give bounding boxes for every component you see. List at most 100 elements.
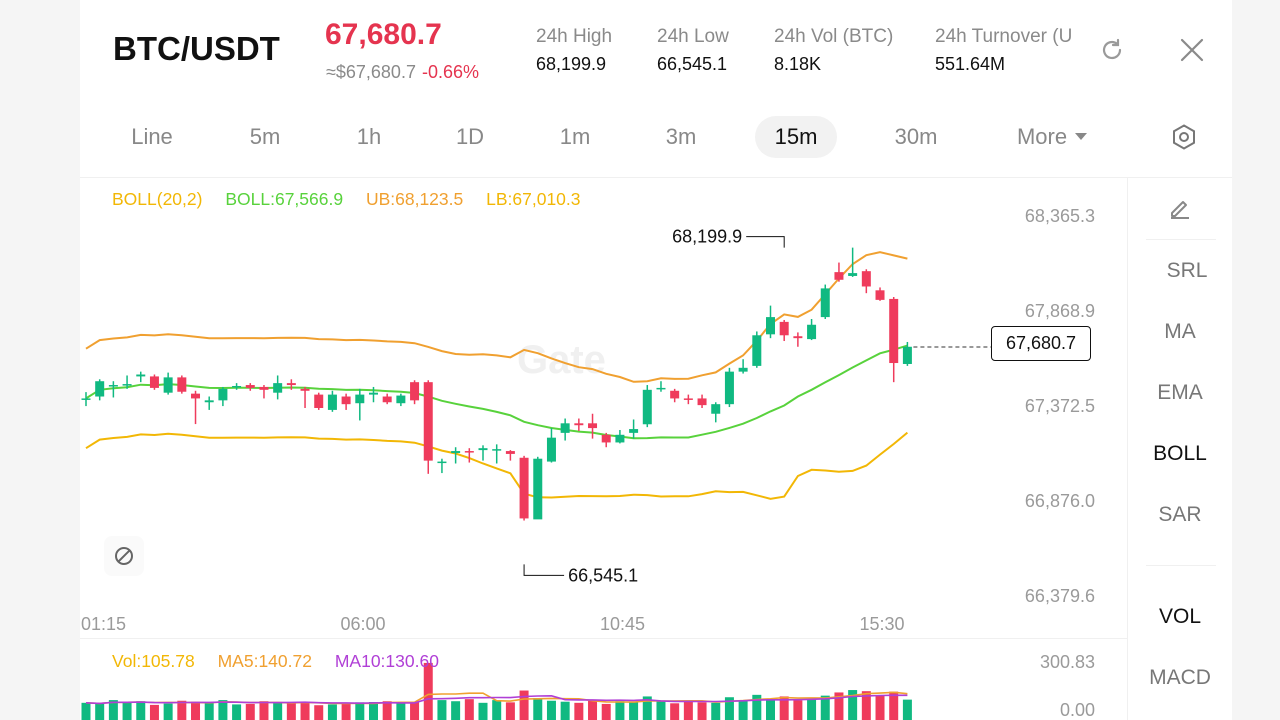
candle-body [245, 385, 255, 388]
candle-body [711, 404, 721, 414]
tab-line[interactable]: Line [131, 124, 173, 149]
volume-bar [711, 702, 721, 720]
pair-symbol[interactable]: BTC/USDT [113, 30, 280, 67]
stat-24h-low: 24h Low 66,545.1 [657, 26, 729, 75]
candle-body [273, 383, 283, 393]
volume-bar [314, 705, 324, 720]
tab-1m[interactable]: 1m [559, 124, 591, 149]
candle [848, 247, 858, 277]
candle-body [779, 321, 789, 336]
divider [1146, 239, 1216, 240]
fiat-price: ≈$67,680.7 -0.66% [326, 62, 479, 83]
candle-body [423, 382, 433, 461]
indicator-ema[interactable]: EMA [1157, 381, 1203, 404]
volume-bar [478, 702, 488, 720]
candle [752, 331, 762, 368]
candle [191, 390, 201, 425]
tab-more[interactable]: More [1002, 116, 1102, 158]
tab-1h[interactable]: 1h [356, 124, 382, 149]
candle-body [314, 394, 324, 408]
candle [204, 396, 214, 410]
candle-body [410, 382, 420, 401]
volume-bar [396, 703, 406, 720]
volume-bar [492, 700, 502, 720]
refresh-icon[interactable] [1092, 30, 1132, 70]
indicator-sar[interactable]: SAR [1158, 503, 1202, 526]
candle [533, 456, 543, 520]
tab-5m[interactable]: 5m [249, 124, 281, 149]
indicator-macd[interactable]: MACD [1149, 666, 1211, 689]
candle [683, 394, 693, 405]
legend-boll-params: BOLL(20,2) [112, 189, 203, 209]
candle-body [560, 423, 570, 433]
stat-24h-high: 24h High 68,199.9 [536, 26, 612, 75]
chart-settings-icon[interactable] [1164, 117, 1204, 157]
candle-body [464, 451, 474, 453]
volume-bar [875, 695, 885, 720]
candle [779, 319, 789, 342]
candle [738, 359, 748, 374]
volume-ma10-line [85, 694, 908, 705]
tab-30m[interactable]: 30m [894, 124, 938, 149]
time-axis-label: 10:45 [600, 614, 645, 634]
last-price: 67,680.7 [325, 18, 442, 51]
candle-body [533, 458, 543, 520]
indicator-vol[interactable]: VOL [1158, 605, 1202, 628]
volume-bar [95, 703, 105, 720]
candle [464, 448, 474, 463]
volume-bar [204, 702, 214, 720]
boll-lower-line [85, 431, 909, 500]
volume-axis-label: 0.00 [1060, 700, 1095, 720]
boll-mid-line [85, 344, 908, 440]
candle [163, 372, 173, 395]
candle-body [81, 398, 91, 400]
candle-body [902, 346, 912, 364]
legend-ma5: MA5:140.72 [217, 651, 312, 671]
chart-tool-icon[interactable] [104, 536, 144, 576]
candle [560, 418, 570, 441]
candle [724, 367, 734, 408]
candle-body [670, 390, 680, 399]
volume-bar [738, 700, 748, 720]
candlestick-chart[interactable]: Gate 68,199.9 66,545.1 68,365.3 67,868.9 67… [80, 0, 1127, 720]
volume-bar [533, 698, 543, 720]
close-icon[interactable] [1172, 30, 1212, 70]
candle [437, 458, 447, 474]
volume-bar [122, 702, 132, 720]
candle-body [149, 376, 159, 388]
candle-body [382, 396, 392, 403]
volume-bar [286, 703, 296, 720]
tab-3m[interactable]: 3m [665, 124, 697, 149]
volume-bar [656, 701, 666, 720]
price-axis-label: 67,868.9 [1025, 301, 1095, 321]
divider [1146, 565, 1216, 566]
candle [218, 386, 228, 407]
volume-bar [574, 702, 584, 720]
candle [396, 393, 406, 407]
candle-body [848, 273, 858, 276]
candle-body [451, 451, 461, 453]
price-axis-label: 66,379.6 [1025, 586, 1095, 606]
indicator-srl[interactable]: SRL [1166, 259, 1208, 282]
volume-bar [848, 690, 858, 720]
tab-15m[interactable]: 15m [755, 116, 837, 158]
indicator-boll[interactable]: BOLL [1153, 442, 1207, 465]
candle-body [218, 388, 228, 401]
draw-pencil-icon[interactable] [1160, 188, 1200, 228]
volume-bar [218, 700, 228, 720]
candle [902, 341, 912, 366]
candle [546, 428, 556, 463]
candle-body [766, 317, 775, 335]
tab-1d[interactable]: 1D [455, 124, 485, 149]
candle [355, 388, 365, 421]
candle-body [834, 272, 844, 280]
candle-body [341, 396, 351, 405]
volume-bar [232, 704, 242, 720]
indicator-ma[interactable]: MA [1164, 320, 1196, 343]
candle [793, 332, 803, 347]
volume-bar [902, 699, 912, 720]
volume-bar [779, 696, 789, 720]
candle-body [204, 400, 214, 403]
candle-body [683, 398, 693, 400]
candle [492, 444, 502, 464]
